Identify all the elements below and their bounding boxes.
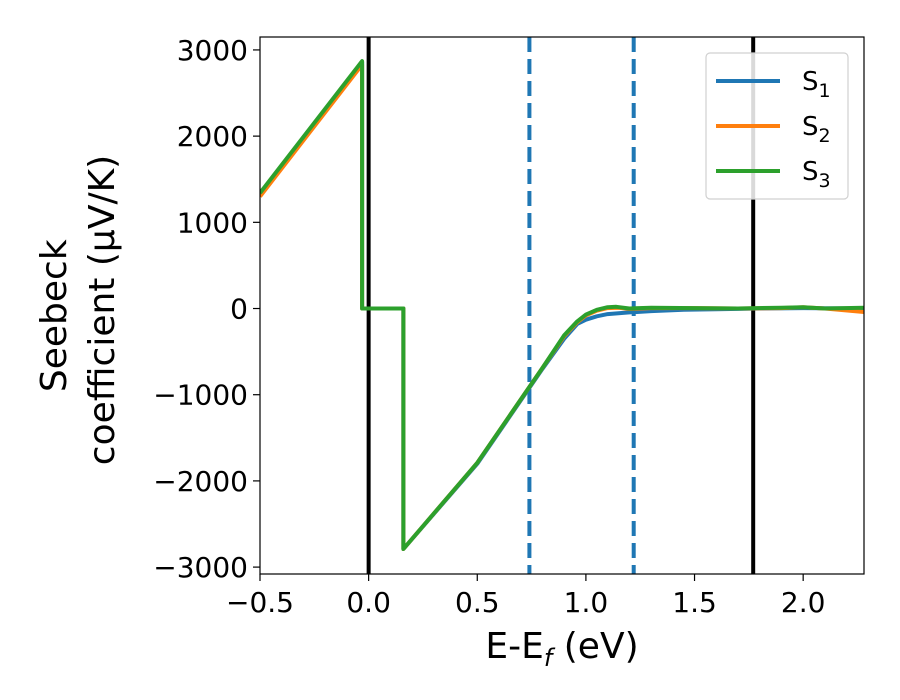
legend-label-sub: 1 [819, 80, 831, 102]
x-tick-label: 0.5 [455, 586, 500, 619]
x-axis-label: E-Ef (eV) [485, 626, 638, 672]
y-tick-label: 2000 [177, 120, 248, 153]
plot-frame [259, 36, 865, 575]
reference-lines [366, 37, 756, 574]
legend-label-sub: 3 [819, 170, 831, 192]
series-lines [260, 59, 864, 551]
legend-label-main: S [802, 67, 819, 97]
legend-label-sub: 2 [819, 125, 831, 147]
x-axis-ticks: −0.5 0.0 0.5 1.0 1.5 2.0 [226, 574, 825, 619]
legend-label-3: S3 [802, 157, 831, 192]
y-tick-label: 3000 [177, 34, 248, 67]
x-tick-label: 1.0 [564, 586, 609, 619]
y-tick-label: −3000 [153, 551, 248, 584]
series-line-3 [260, 59, 864, 551]
legend-label-main: S [802, 157, 819, 187]
y-tick-label: 0 [230, 293, 248, 326]
y-tick-label: 1000 [177, 206, 248, 239]
y-axis-label: Seebeck coefficient (μV/K) [34, 155, 123, 465]
y-axis-label-line1: Seebeck [34, 239, 75, 392]
y-axis-ticks: 3000 2000 1000 0 −1000 −2000 −3000 [153, 34, 260, 584]
legend-label-1: S1 [802, 67, 831, 102]
x-tick-label: 1.5 [672, 586, 717, 619]
x-tick-label: 2.0 [781, 586, 826, 619]
legend-label-main: S [802, 112, 819, 142]
y-axis-label-line2: coefficient (μV/K) [82, 155, 123, 465]
x-axis-label-main: E-E [485, 626, 543, 667]
legend-label-2: S2 [802, 112, 831, 147]
x-axis-label-tail: (eV) [552, 626, 638, 667]
x-tick-label: 0.0 [346, 586, 391, 619]
y-tick-label: −2000 [153, 465, 248, 498]
x-tick-label: −0.5 [226, 586, 294, 619]
y-tick-label: −1000 [153, 379, 248, 412]
